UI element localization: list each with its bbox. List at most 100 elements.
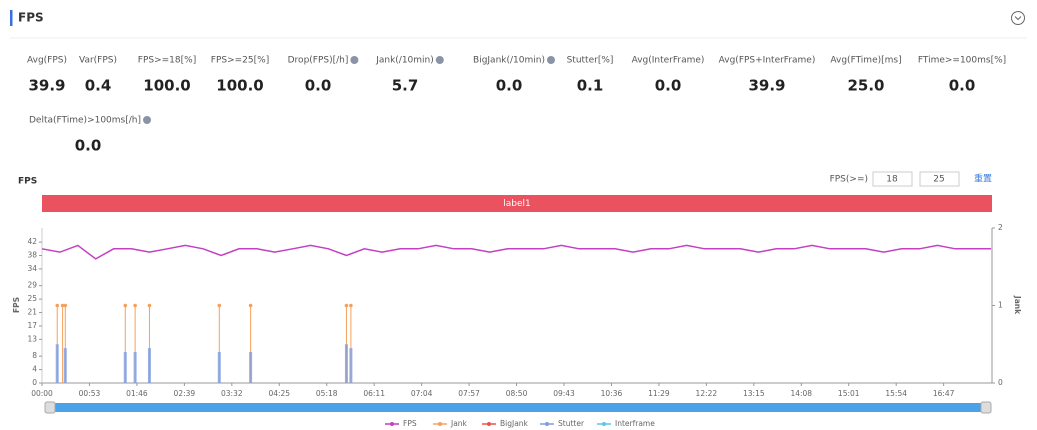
x-tick-label: 14:08 xyxy=(790,389,812,398)
spike-dot xyxy=(217,303,222,308)
legend-label: Stutter xyxy=(558,419,585,428)
band-label: label1 xyxy=(503,199,531,209)
y-tick-label: 42 xyxy=(27,237,37,246)
stat-value: 39.9 xyxy=(28,77,65,95)
y2-tick-label: 1 xyxy=(998,301,1003,310)
stat-value: 0.0 xyxy=(305,77,332,95)
x-tick-label: 02:39 xyxy=(174,389,196,398)
stat-label: Drop(FPS)[/h] xyxy=(288,56,349,66)
spike-dot xyxy=(60,303,65,308)
stat-label: FTime>=100ms[%] xyxy=(918,56,1006,66)
spike-dot xyxy=(349,303,353,308)
y-tick-label: 25 xyxy=(27,294,37,303)
legend-label: Interframe xyxy=(615,419,655,428)
title-accent xyxy=(10,10,13,26)
legend-label: BigJank xyxy=(500,419,529,428)
legend-dot xyxy=(545,422,549,426)
legend-label: FPS xyxy=(403,419,417,428)
stat-label: FPS>=18[%] xyxy=(138,56,196,66)
stat-label: FPS>=25[%] xyxy=(211,56,269,66)
stat-value: 100.0 xyxy=(216,77,263,95)
x-tick-label: 16:47 xyxy=(933,389,955,398)
stat-value: 100.0 xyxy=(143,77,190,95)
x-tick-label: 07:57 xyxy=(458,389,480,398)
legend-dot xyxy=(602,422,606,426)
spike-dot xyxy=(248,303,253,308)
y2-tick-label: 0 xyxy=(998,378,1003,387)
x-tick-label: 06:11 xyxy=(363,389,385,398)
y-tick-label: 4 xyxy=(32,365,37,374)
y2-tick-label: 2 xyxy=(998,223,1003,232)
stutter-bar xyxy=(147,348,151,383)
stat-value: 0.0 xyxy=(496,77,523,95)
spike-dot xyxy=(63,303,68,308)
stat-label: Delta(FTime)>100ms[/h] xyxy=(29,116,141,126)
stutter-bar xyxy=(63,348,67,383)
label-band xyxy=(42,195,992,212)
help-icon xyxy=(546,56,555,64)
threshold-value: 25 xyxy=(933,175,944,185)
range-slider[interactable] xyxy=(44,401,992,414)
threshold-label: FPS(>=) xyxy=(830,175,868,185)
page-title: FPS xyxy=(18,11,44,25)
y-axis-title: FPS xyxy=(12,297,21,313)
stat-value: 39.9 xyxy=(748,77,785,95)
spike-dot xyxy=(55,303,60,308)
stat-value: 5.7 xyxy=(392,77,419,95)
x-tick-label: 08:50 xyxy=(506,389,528,398)
reset-button[interactable]: 重置 xyxy=(974,173,992,185)
chart-title: FPS xyxy=(18,177,37,187)
legend-label: Jank xyxy=(450,419,468,428)
x-tick-label: 15:01 xyxy=(838,389,860,398)
y-tick-label: 13 xyxy=(27,334,37,343)
spike-dot xyxy=(133,303,137,308)
x-tick-label: 13:15 xyxy=(743,389,765,398)
x-tick-label: 11:29 xyxy=(648,389,670,398)
x-tick-label: 03:32 xyxy=(221,389,243,398)
stat-label: Avg(FPS) xyxy=(27,56,67,66)
spike-dot xyxy=(344,303,349,308)
stat-label: Stutter[%] xyxy=(567,56,614,66)
x-tick-label: 10:36 xyxy=(601,389,623,398)
spike-dot xyxy=(147,303,152,308)
stat-value: 0.0 xyxy=(949,77,976,95)
x-tick-label: 07:04 xyxy=(411,389,433,398)
x-tick-label: 12:22 xyxy=(696,389,718,398)
stutter-bar xyxy=(133,352,137,383)
help-icon xyxy=(435,56,444,64)
threshold-value: 18 xyxy=(886,175,898,185)
threshold-input[interactable] xyxy=(919,171,960,187)
help-icon xyxy=(143,116,152,124)
help-icon xyxy=(350,56,359,64)
stutter-bar xyxy=(55,344,59,383)
fps-line xyxy=(41,244,992,260)
y-tick-label: 34 xyxy=(27,264,37,273)
stat-value: 0.0 xyxy=(75,137,102,155)
x-tick-label: 15:54 xyxy=(885,389,907,398)
collapse-button[interactable] xyxy=(1011,11,1025,25)
stutter-bar xyxy=(217,352,221,383)
x-tick-label: 04:25 xyxy=(268,389,290,398)
stat-label: Var(FPS) xyxy=(79,56,117,66)
y-tick-label: 38 xyxy=(27,251,37,260)
y-tick-label: 17 xyxy=(27,321,37,330)
x-tick-label: 00:53 xyxy=(79,389,101,398)
y-tick-label: 0 xyxy=(32,378,37,387)
y2-axis-title: Jank xyxy=(1013,295,1022,315)
y-tick-label: 29 xyxy=(27,281,37,290)
stat-value: 0.4 xyxy=(85,77,112,95)
stat-label: Jank(/10min) xyxy=(375,56,434,66)
stat-label: Avg(InterFrame) xyxy=(632,56,705,66)
stat-label: Avg(FTime)[ms] xyxy=(830,56,901,66)
legend-dot xyxy=(438,422,442,426)
spike-dot xyxy=(123,303,128,308)
stutter-bar xyxy=(123,352,127,383)
threshold-input[interactable] xyxy=(872,171,913,187)
stat-label: Avg(FPS+InterFrame) xyxy=(719,56,816,66)
stat-value: 25.0 xyxy=(847,77,884,95)
x-tick-label: 01:46 xyxy=(126,389,148,398)
y-tick-label: 8 xyxy=(32,351,37,360)
stat-value: 0.1 xyxy=(577,77,604,95)
stutter-bar xyxy=(344,344,348,383)
